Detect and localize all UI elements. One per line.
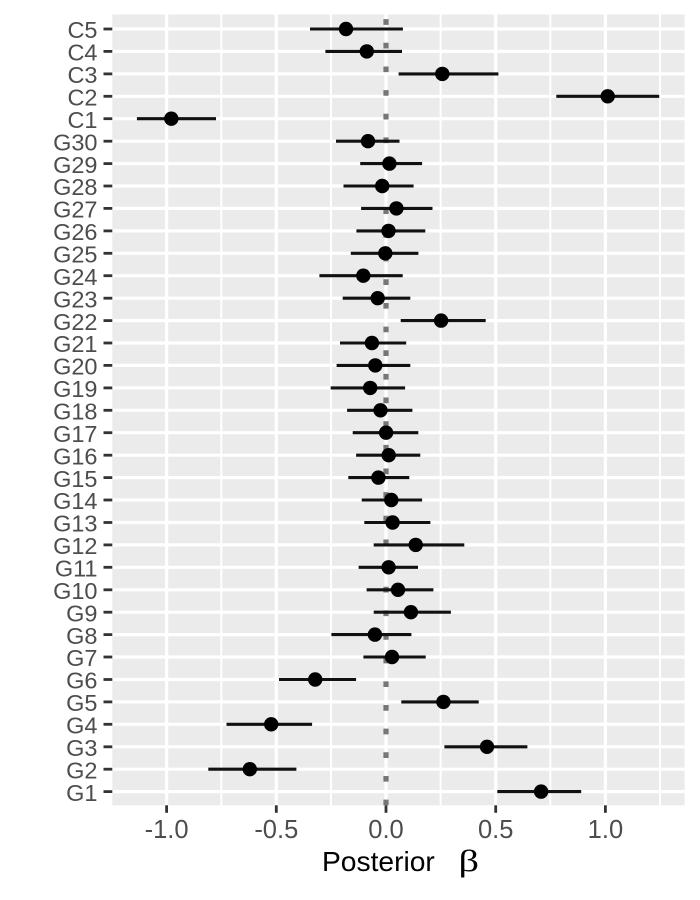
svg-text:G18: G18 [53, 398, 97, 424]
svg-text:G4: G4 [66, 712, 97, 738]
svg-text:G23: G23 [53, 286, 97, 312]
svg-text:G15: G15 [53, 466, 97, 492]
svg-text:G19: G19 [53, 376, 97, 402]
svg-text:G25: G25 [53, 241, 97, 267]
svg-text:G21: G21 [53, 331, 97, 357]
svg-text:G12: G12 [53, 533, 97, 559]
svg-text:G30: G30 [53, 129, 97, 155]
svg-text:0.0: 0.0 [368, 816, 403, 844]
svg-text:C3: C3 [67, 62, 97, 88]
svg-text:G26: G26 [53, 219, 97, 245]
svg-text:G8: G8 [66, 623, 97, 649]
svg-text:1.0: 1.0 [588, 816, 623, 844]
svg-text:0.5: 0.5 [478, 816, 513, 844]
svg-text:G9: G9 [66, 600, 97, 626]
svg-text:G3: G3 [66, 735, 97, 761]
svg-text:C5: C5 [67, 17, 97, 43]
svg-text:G28: G28 [53, 174, 97, 200]
svg-text:C4: C4 [67, 40, 97, 66]
svg-text:G7: G7 [66, 645, 97, 671]
svg-text:-1.0: -1.0 [145, 816, 189, 844]
svg-text:G27: G27 [53, 197, 97, 223]
svg-text:G24: G24 [53, 264, 97, 290]
svg-text:G6: G6 [66, 668, 97, 694]
svg-text:C1: C1 [67, 107, 97, 133]
svg-text:G14: G14 [53, 488, 97, 514]
svg-text:G22: G22 [53, 309, 97, 335]
svg-text:C2: C2 [67, 84, 97, 110]
svg-text:β: β [459, 843, 480, 877]
svg-text:G1: G1 [66, 780, 97, 806]
svg-text:G10: G10 [53, 578, 97, 604]
svg-text:G11: G11 [55, 555, 98, 581]
svg-text:Posterior: Posterior [322, 845, 435, 877]
svg-text:G16: G16 [53, 443, 97, 469]
svg-text:G13: G13 [53, 511, 97, 537]
svg-text:G2: G2 [66, 757, 97, 783]
svg-text:G29: G29 [53, 152, 97, 178]
svg-text:G17: G17 [53, 421, 97, 447]
svg-text:G5: G5 [66, 690, 97, 716]
svg-text:G20: G20 [53, 354, 97, 380]
svg-text:-0.5: -0.5 [254, 816, 298, 844]
